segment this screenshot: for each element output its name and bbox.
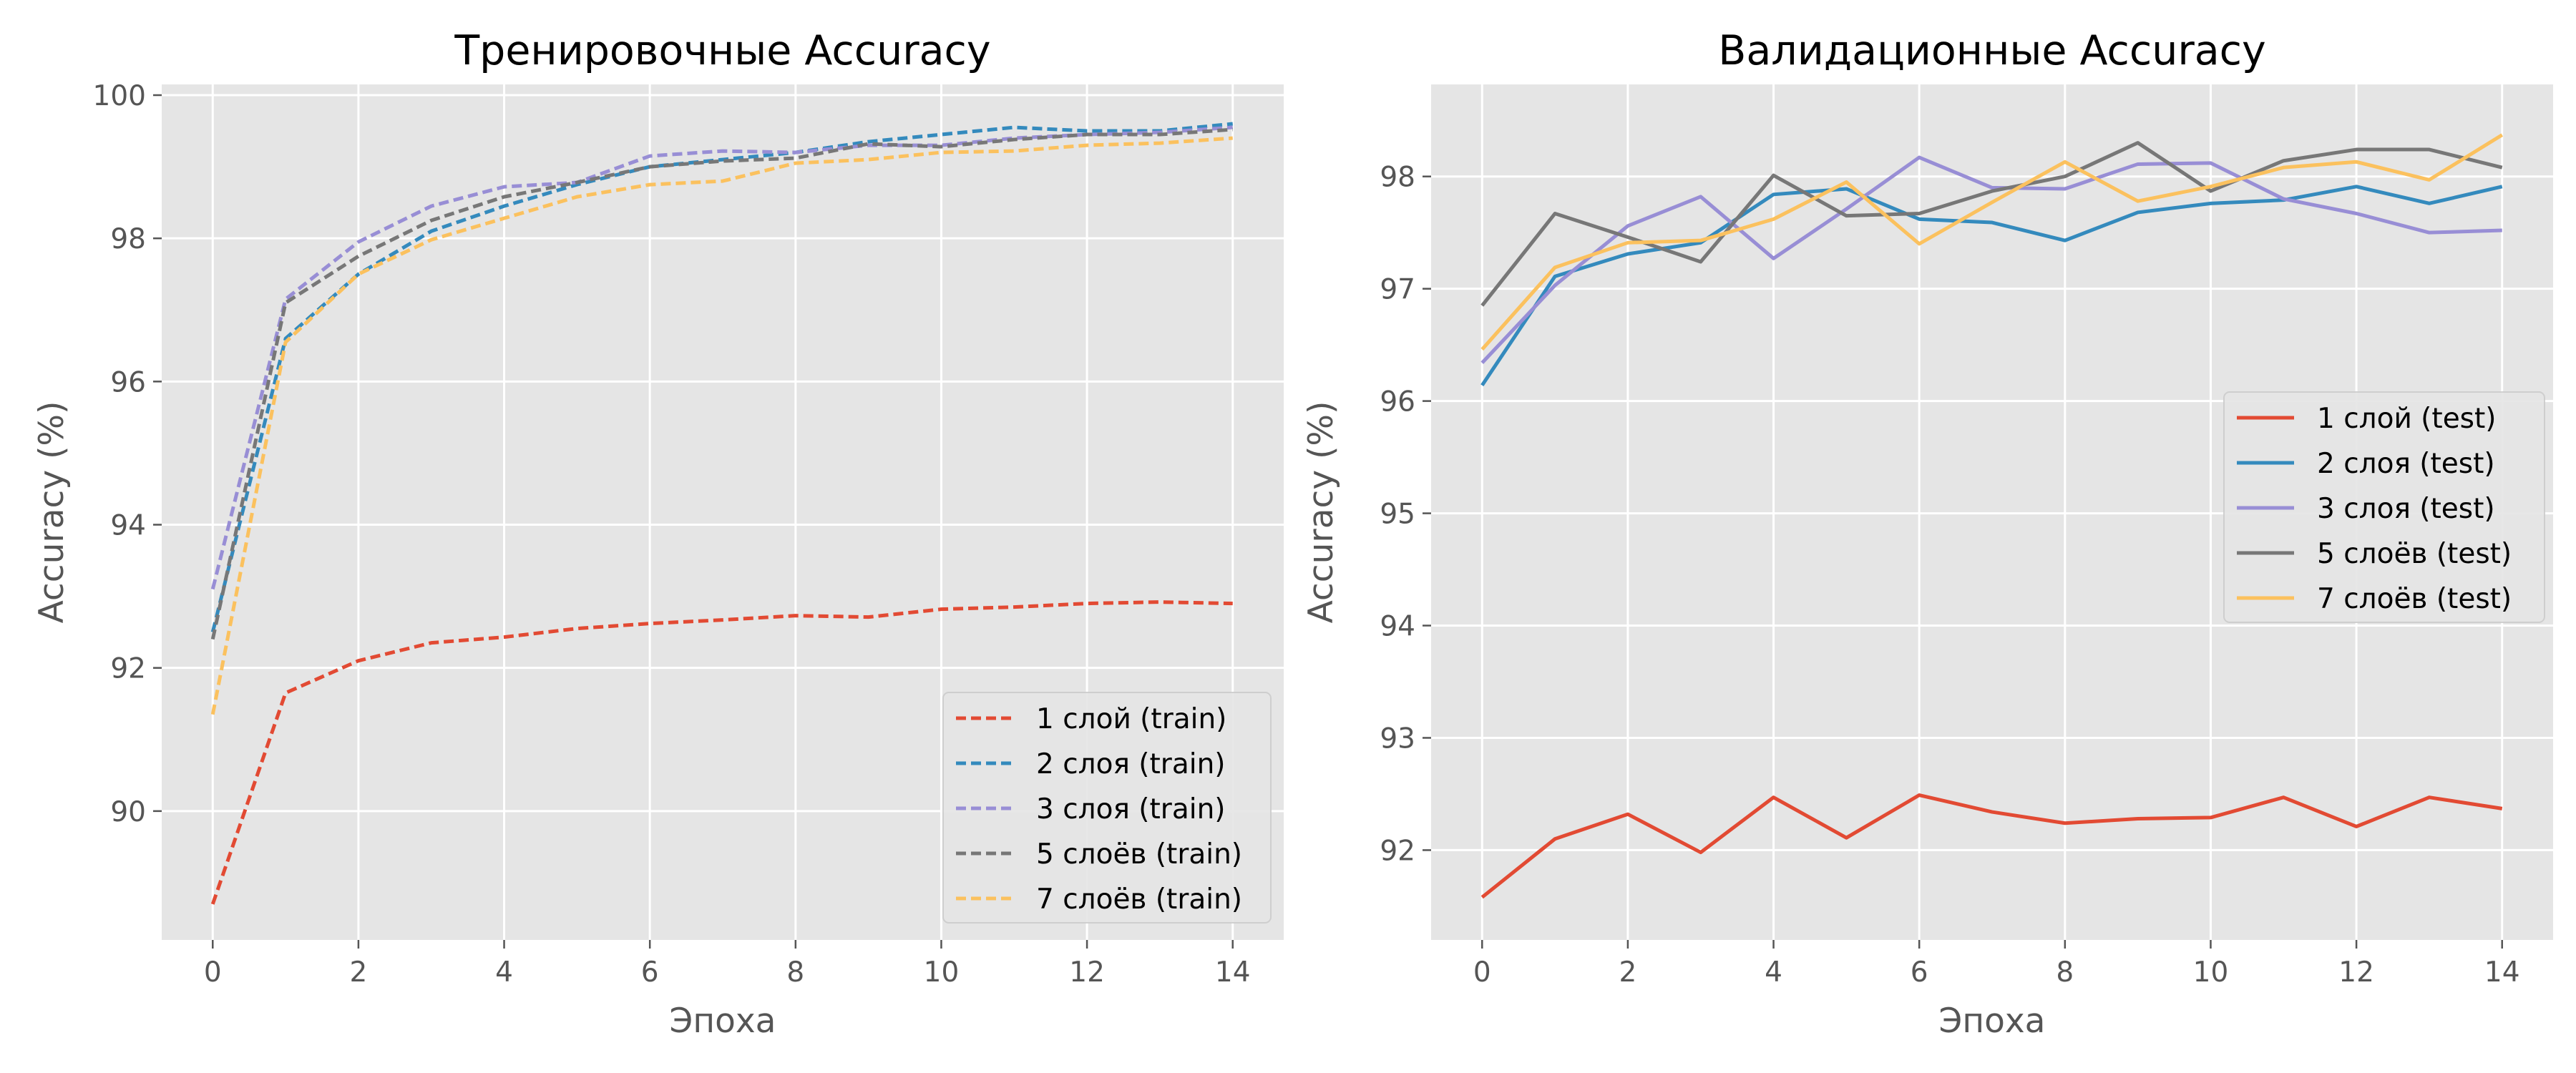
x-tick-label: 4 [1765, 956, 1782, 989]
y-tick-label: 98 [110, 223, 146, 255]
y-tick-label: 94 [110, 510, 146, 542]
y-tick-label: 94 [1380, 611, 1415, 643]
legend-label: 1 слой (train) [1036, 703, 1226, 735]
legend-label: 2 слоя (train) [1036, 748, 1226, 780]
x-tick-label: 12 [1069, 956, 1105, 989]
x-tick-label: 10 [924, 956, 960, 989]
y-tick-label: 90 [110, 796, 146, 828]
series-5 [1480, 133, 2504, 351]
grid [1431, 84, 2553, 940]
series-4 [210, 127, 1233, 640]
y-tick-label: 92 [110, 653, 146, 685]
y-tick-label: 96 [1380, 386, 1415, 418]
x-tick-label: 2 [349, 956, 367, 989]
series-5 [210, 136, 1233, 715]
x-axis-label: Эпоха [670, 1001, 776, 1041]
series-3 [1480, 155, 2502, 364]
x-axis-label: Эпоха [1939, 1001, 2046, 1041]
x-axis-ticks: 0 2 4 6 8 10 12 14 [204, 940, 1251, 989]
series-line [210, 127, 1233, 640]
x-tick-label: 12 [2338, 956, 2374, 989]
chart-validation-accuracy: 0 2 4 6 8 10 12 14 92 93 94 95 96 97 98 Валидационные A… [1302, 27, 2553, 1041]
y-tick-label: 100 [93, 80, 146, 112]
chart-title: Валидационные Accuracy [1718, 27, 2266, 74]
legend-box [2223, 391, 2545, 623]
legend: 1 слой (test) 2 слоя (test) 3 слоя (test) 5… [2223, 391, 2545, 623]
series-2 [1480, 185, 2503, 387]
y-axis-ticks: 92 93 94 95 96 97 98 [1380, 162, 1431, 867]
legend-box [942, 692, 1272, 923]
x-tick-label: 8 [786, 956, 804, 989]
legend-label: 7 слоёв (test) [2317, 583, 2512, 615]
legend-label: 3 слоя (test) [2317, 493, 2495, 525]
y-axis-ticks: 90 92 94 96 98 100 [93, 80, 162, 828]
legend-label: 7 слоёв (train) [1036, 883, 1242, 916]
series-1 [1480, 793, 2503, 899]
x-tick-label: 14 [1215, 956, 1251, 989]
y-tick-label: 95 [1380, 499, 1415, 531]
x-axis-ticks: 0 2 4 6 8 10 12 14 [1473, 940, 2520, 989]
x-tick-label: 4 [495, 956, 513, 989]
legend-label: 2 слоя (test) [2317, 448, 2495, 480]
x-tick-label: 8 [2056, 956, 2074, 989]
y-tick-label: 92 [1380, 835, 1415, 867]
x-tick-label: 6 [1911, 956, 1928, 989]
x-tick-label: 10 [2193, 956, 2229, 989]
x-tick-label: 0 [1473, 956, 1491, 989]
series-4 [1480, 141, 2503, 307]
x-tick-label: 14 [2484, 956, 2520, 989]
y-tick-label: 98 [1380, 162, 1415, 194]
y-tick-label: 96 [110, 366, 146, 398]
chart-title: Тренировочные Accuracy [454, 27, 990, 74]
y-axis-label: Accuracy (%) [32, 401, 72, 624]
y-axis-label: Accuracy (%) [1302, 401, 1341, 624]
legend: 1 слой (train) 2 слоя (train) 3 слоя (trai… [942, 692, 1272, 923]
legend-label: 1 слой (test) [2317, 403, 2497, 435]
legend-label: 5 слоёв (test) [2317, 538, 2512, 570]
series-1 [210, 600, 1233, 905]
y-tick-label: 97 [1380, 274, 1415, 306]
x-tick-label: 6 [641, 956, 659, 989]
chart-train-accuracy: 0 2 4 6 8 10 12 14 90 92 94 96 98 100 Тренировочные Ac… [32, 27, 1284, 1041]
legend-label: 5 слоёв (train) [1036, 838, 1242, 871]
y-tick-label: 93 [1380, 722, 1415, 755]
x-tick-label: 0 [204, 956, 222, 989]
x-tick-label: 2 [1619, 956, 1636, 989]
legend-label: 3 слоя (train) [1036, 793, 1226, 825]
